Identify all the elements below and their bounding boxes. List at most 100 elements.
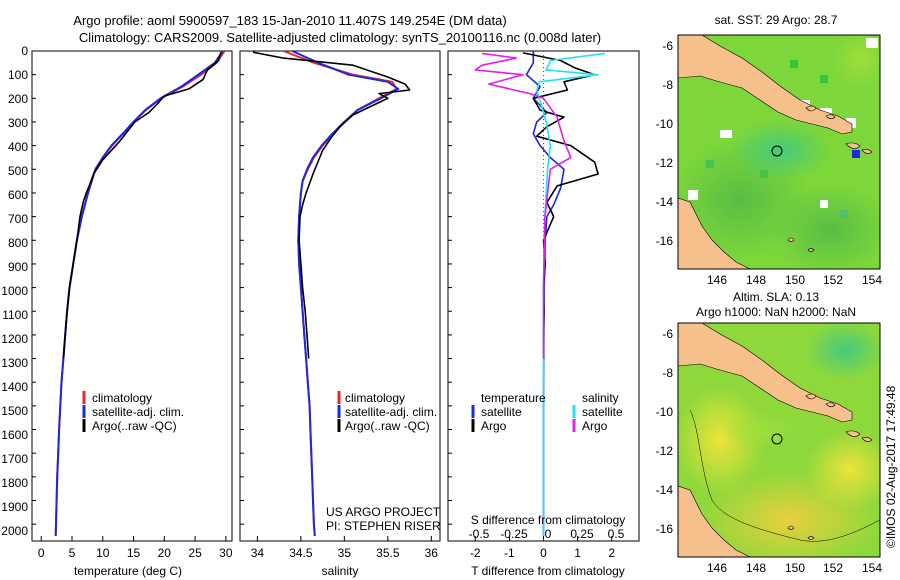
argo-position-marker: [771, 145, 783, 157]
difference-top-axis-label: S difference from climatology: [471, 513, 626, 527]
depth-tick: 500: [8, 164, 28, 178]
sst-pixel: [706, 160, 714, 168]
legend-label-s-argo: Argo: [582, 419, 608, 433]
depth-tick: 1300: [1, 356, 28, 370]
x-tick-label: 10: [96, 546, 110, 560]
legend-label-t-argo: Argo: [481, 419, 507, 433]
sla-lat-tick: -12: [656, 444, 674, 458]
temperature-series: [54, 51, 226, 537]
sla-lat-tick: -6: [662, 327, 673, 341]
depth-tick: 700: [8, 212, 28, 226]
x-tick-label: -1: [504, 546, 515, 560]
sla-map-frame: [677, 322, 881, 558]
legend-label-satellite: satellite-adj. clim.: [92, 405, 184, 419]
sst-patch: [730, 120, 830, 180]
sla-lon-tick: 154: [862, 561, 882, 575]
credit-pi: PI: STEPHEN RISER: [326, 519, 441, 533]
sla-lon-tick: 152: [823, 561, 843, 575]
sst-lat-tick: -14: [656, 195, 674, 209]
x-tick-label: -2: [470, 546, 481, 560]
legend-head-temperature: temperature: [481, 391, 546, 405]
x-tick-label: 0: [540, 546, 547, 560]
sst-patch: [830, 35, 880, 90]
s-diff-tick: 0: [545, 527, 552, 541]
sst-missing-pixel: [820, 200, 828, 208]
sst-pixel: [790, 60, 798, 68]
x-tick-label: 25: [188, 546, 202, 560]
sst-pixel: [760, 170, 768, 178]
s-diff-tick: 0.25: [570, 527, 594, 541]
sst-missing-pixel: [688, 190, 698, 200]
sla-land-australia: [678, 485, 751, 557]
depth-tick: 800: [8, 236, 28, 250]
sst-lat-tick: -6: [662, 39, 673, 53]
temperature-panel: 0 100 200 300 400 500 600 700 800 900 10…: [1, 44, 233, 578]
depth-tick: 1400: [1, 380, 28, 394]
sst-lat-tick: -16: [656, 234, 674, 248]
depth-tick: 900: [8, 260, 28, 274]
sla-lon-tick: 146: [707, 561, 727, 575]
sla-islands: [787, 393, 873, 540]
x-tick-label: 15: [127, 546, 141, 560]
series-line-argo: [62, 51, 222, 359]
sst-missing-pixel: [846, 118, 856, 128]
sst-map-axes: -6 -8 -10 -12 -14 -16 146 148 150 152 15…: [656, 39, 883, 287]
s-diff-tick: -0.25: [500, 527, 528, 541]
sst-lon-tick: 150: [785, 273, 805, 287]
depth-tick: 400: [8, 140, 28, 154]
depth-tick: 1100: [2, 308, 28, 322]
salinity-x-ticks: 34 34.5 35 35.5 36: [240, 50, 438, 560]
sla-patch: [805, 430, 880, 510]
difference-series: [474, 51, 606, 541]
depth-tick: 1200: [1, 332, 28, 346]
legend-label-s-satellite: satellite: [582, 405, 623, 419]
sla-depth-contour: [689, 409, 880, 542]
sst-islands: [787, 105, 873, 252]
sla-patch: [720, 410, 800, 450]
sst-map-title: sat. SST: 29 Argo: 28.7: [715, 13, 838, 27]
salinity-panel: 34 34.5 35 35.5 36 salinity climatology sate…: [239, 50, 441, 578]
sst-map-frame: [677, 34, 881, 270]
x-tick-label: 35: [338, 546, 352, 560]
sst-patch: [770, 185, 880, 269]
sst-missing-pixel: [720, 130, 732, 138]
depth-tick: 0: [21, 44, 28, 58]
depth-tick: 100: [8, 68, 28, 82]
legend-head-salinity: salinity: [582, 391, 619, 405]
sst-lat-tick: -8: [662, 78, 673, 92]
series-line-argo: [252, 51, 411, 359]
x-tick-label: 34: [251, 546, 265, 560]
x-tick-label: 1: [574, 546, 581, 560]
title-line-1: Argo profile: aoml 5900597_183 15-Jan-20…: [73, 13, 506, 28]
sst-lat-tick: -10: [656, 117, 674, 131]
title-line-2: Climatology: CARS2009. Satellite-adjuste…: [79, 30, 601, 45]
sla-lat-tick: -16: [656, 522, 674, 536]
salinity-axes-frame: [239, 50, 441, 542]
temperature-x-ticks: 0 5 10 15 20 25 30: [32, 50, 233, 560]
legend-label-argo: Argo(..raw -QC): [345, 419, 430, 433]
s-diff-tick: -0.5: [469, 527, 490, 541]
series-line-climatology: [54, 51, 226, 537]
x-tick-label: 35.5: [376, 546, 400, 560]
depth-tick: 1600: [1, 428, 28, 442]
x-tick-label: 0: [38, 546, 45, 560]
depth-tick: 300: [8, 116, 28, 130]
series-line-s-argo: [474, 52, 572, 359]
depth-tick: 1500: [1, 404, 28, 418]
difference-legend: temperature salinity satellite satellite…: [471, 391, 623, 433]
depth-tick: 1800: [1, 476, 28, 490]
sst-map: sat. SST: 29 Argo: 28.7: [656, 13, 883, 287]
salinity-x-label: salinity: [322, 564, 359, 578]
depth-tick: 2000: [1, 524, 28, 538]
series-line-s-satellite: [535, 52, 606, 536]
sst-pixel: [852, 150, 860, 158]
sla-lon-tick: 150: [785, 561, 805, 575]
sst-lon-tick: 152: [823, 273, 843, 287]
argo-position-marker: [771, 433, 783, 445]
x-tick-label: 5: [69, 546, 76, 560]
sla-map-subtitle: Argo h1000: NaN h2000: NaN: [696, 305, 856, 319]
sst-pixel: [840, 210, 848, 218]
legend-label-climatology: climatology: [345, 391, 405, 405]
sla-lat-tick: -14: [656, 483, 674, 497]
